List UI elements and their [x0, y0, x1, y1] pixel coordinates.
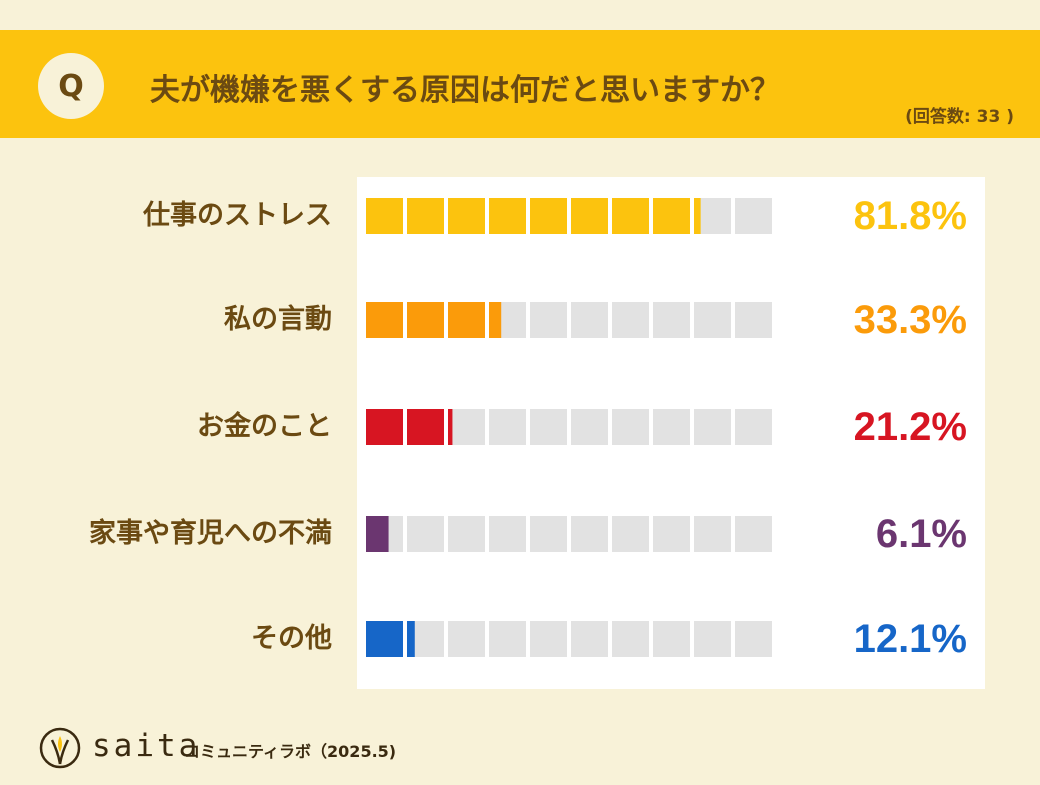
bar: [366, 198, 772, 234]
bar-segment-filled: [366, 516, 389, 552]
bar-segment-empty: [571, 409, 608, 445]
value-label: 12.1%: [853, 617, 967, 661]
bar-segment-empty: [448, 409, 485, 445]
bar-segment-empty: [735, 409, 772, 445]
bar-segment-empty: [694, 302, 731, 338]
category-label: お金のこと: [197, 411, 332, 442]
value-label: 81.8%: [853, 194, 967, 238]
bar: [366, 516, 772, 552]
brand-name: saita: [92, 728, 201, 764]
bar-segment-empty: [489, 621, 526, 657]
bar: [366, 302, 772, 338]
chart-panel: 81.8% 33.3% 21.2% 6.1% 12.1%: [357, 177, 985, 689]
bar-segment-empty: [571, 516, 608, 552]
bar-segment-empty: [694, 621, 731, 657]
bar-segment-filled: [407, 198, 444, 234]
bar-segment-empty: [653, 302, 690, 338]
bar-segment-empty: [653, 621, 690, 657]
bar-segment-filled: [448, 409, 453, 445]
value-label: 6.1%: [875, 512, 967, 556]
bar-segment-empty: [653, 516, 690, 552]
bar-segment-empty: [448, 516, 485, 552]
bar-segment-filled: [612, 198, 649, 234]
bar-segment-empty: [489, 409, 526, 445]
bar-segment-empty: [653, 409, 690, 445]
bar-segment-filled: [407, 302, 444, 338]
bar-segment-filled: [366, 198, 403, 234]
bar-segment-filled: [489, 302, 502, 338]
bar-segment-empty: [735, 621, 772, 657]
bar-segment-empty: [612, 621, 649, 657]
bar: [366, 409, 772, 445]
bar-segment-empty: [612, 302, 649, 338]
bar-segment-empty: [530, 621, 567, 657]
bar-segment-filled: [694, 198, 701, 234]
bar-segment-filled: [366, 621, 403, 657]
bar-segment-empty: [694, 409, 731, 445]
bar-segment-empty: [612, 516, 649, 552]
category-label: その他: [251, 623, 332, 654]
bar-segment-empty: [571, 621, 608, 657]
category-label: 仕事のストレス: [143, 200, 332, 231]
bar-segment-empty: [735, 198, 772, 234]
bar-segment-empty: [489, 516, 526, 552]
bar-segment-filled: [571, 198, 608, 234]
bar-segment-filled: [366, 409, 403, 445]
saita-logo-icon: [39, 727, 81, 769]
bar-segment-empty: [530, 516, 567, 552]
bar-segment-empty: [694, 516, 731, 552]
bar-segment-empty: [735, 516, 772, 552]
bar-segment-filled: [653, 198, 690, 234]
bar-segment-filled: [489, 198, 526, 234]
bar: [366, 621, 772, 657]
bar-segment-filled: [448, 198, 485, 234]
category-label: 家事や育児への不満: [89, 518, 332, 549]
bar-segment-filled: [407, 409, 444, 445]
bar-segment-empty: [530, 409, 567, 445]
bar-segment-filled: [530, 198, 567, 234]
bar-segment-empty: [612, 409, 649, 445]
value-label: 21.2%: [853, 405, 967, 449]
bar-segment-empty: [735, 302, 772, 338]
value-label: 33.3%: [853, 298, 967, 342]
respondent-count: (回答数: 33 ): [905, 107, 1014, 127]
bar-segment-empty: [407, 516, 444, 552]
bar-segment-filled: [448, 302, 485, 338]
bar-segment-filled: [407, 621, 415, 657]
brand-subtitle: コミュニティラボ（2025.5): [184, 742, 397, 761]
header-banner: Q 夫が機嫌を悪くする原因は何だと思いますか？ (回答数: 33 ): [0, 30, 1040, 138]
bar-segment-empty: [571, 302, 608, 338]
question-badge: Q: [38, 53, 104, 119]
bar-chart: [366, 198, 772, 657]
bar-segment-empty: [530, 302, 567, 338]
bar-segment-empty: [448, 621, 485, 657]
category-label: 私の言動: [224, 304, 332, 335]
question-title: 夫が機嫌を悪くする原因は何だと思いますか？: [150, 73, 780, 108]
bar-segment-filled: [366, 302, 403, 338]
